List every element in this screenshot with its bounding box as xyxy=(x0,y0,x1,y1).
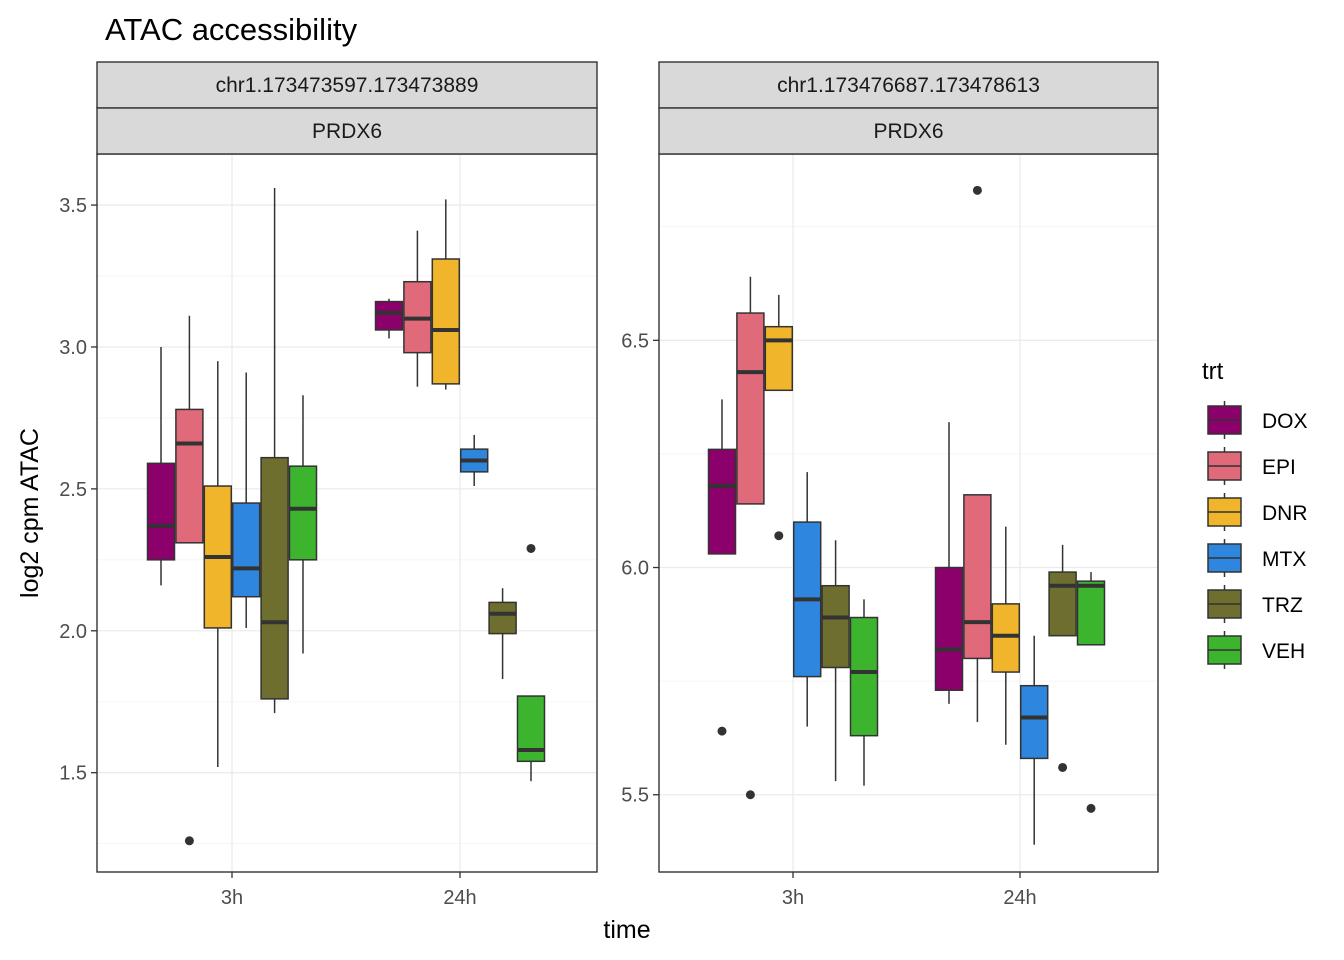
box-trz-24h xyxy=(488,588,517,680)
y-tick-label: 3.0 xyxy=(59,337,87,359)
strip-gene xyxy=(658,107,1159,155)
outlier-point xyxy=(526,543,536,553)
legend-item-veh: VEH xyxy=(1207,631,1305,669)
box-body xyxy=(288,465,318,561)
box-mtx-3h xyxy=(792,472,822,727)
outlier-point xyxy=(1058,762,1068,772)
box-body xyxy=(764,325,794,392)
box-veh-3h xyxy=(849,599,879,786)
y-tick-label: 5.5 xyxy=(621,785,649,807)
box-body xyxy=(736,312,765,505)
strip-region xyxy=(96,61,598,109)
box-dox-24h xyxy=(934,422,964,704)
legend-item-epi: EPI xyxy=(1207,447,1296,485)
box-trz-3h xyxy=(821,540,850,782)
legend-item-trz: TRZ xyxy=(1207,585,1303,623)
box-epi-24h xyxy=(963,185,992,723)
box-trz-24h xyxy=(1048,544,1077,772)
box-dox-24h xyxy=(374,298,404,339)
legend-label: VEH xyxy=(1262,640,1305,663)
box-epi-24h xyxy=(403,230,432,387)
box-body xyxy=(991,603,1021,673)
box-body xyxy=(1048,571,1077,637)
legend-label: DOX xyxy=(1262,410,1308,433)
legend-label: MTX xyxy=(1262,548,1306,571)
box-mtx-24h xyxy=(459,434,489,487)
box-veh-24h xyxy=(516,543,546,782)
strip-region-label: chr1.173476687.173478613 xyxy=(777,74,1040,97)
legend-item-dox: DOX xyxy=(1207,401,1308,439)
y-tick-label: 3.5 xyxy=(59,195,87,217)
panels-layer: chr1.173473597.173473889 PRDX6 1.5 2.0 2.5 3.… xyxy=(59,61,1159,909)
box-body xyxy=(963,494,992,660)
box-body xyxy=(849,616,879,737)
box-body xyxy=(231,502,261,598)
box-epi-3h xyxy=(736,276,765,800)
box-body xyxy=(821,584,850,669)
box-veh-3h xyxy=(288,395,318,654)
legend-label: EPI xyxy=(1262,456,1296,479)
strip-gene-label: PRDX6 xyxy=(873,120,943,143)
y-tick-label: 6.5 xyxy=(621,330,649,352)
facet-panel-2: chr1.173476687.173478613 PRDX6 5.5 6.0 6.5 3h… xyxy=(621,61,1159,909)
box-body xyxy=(175,408,204,544)
box-dnr-24h xyxy=(991,526,1021,745)
strip-gene xyxy=(96,107,598,155)
box-trz-3h xyxy=(260,188,289,714)
box-dnr-3h xyxy=(203,361,233,767)
strip-region-label: chr1.173473597.173473889 xyxy=(216,74,479,97)
box-body xyxy=(146,462,176,561)
legend-item-dnr: DNR xyxy=(1207,493,1308,531)
legend: trt DOX EPI DNR MTX TRZ VEH xyxy=(1202,358,1308,669)
outlier-point xyxy=(774,531,784,541)
box-body xyxy=(431,258,461,385)
box-body xyxy=(374,300,404,331)
legend-title: trt xyxy=(1202,358,1224,385)
x-axis-title: time xyxy=(603,916,650,944)
box-body xyxy=(1076,580,1106,646)
legend-item-mtx: MTX xyxy=(1207,539,1306,577)
box-body xyxy=(934,566,964,691)
chart-title: ATAC accessibility xyxy=(105,12,358,47)
box-epi-3h xyxy=(175,315,204,846)
box-mtx-24h xyxy=(1019,635,1049,845)
x-tick-label: 3h xyxy=(221,887,243,909)
panel-background xyxy=(659,154,1158,872)
box-body xyxy=(260,456,289,700)
y-tick-label: 1.5 xyxy=(59,763,87,785)
outlier-point xyxy=(1086,803,1096,813)
x-tick-label: 3h xyxy=(782,887,804,909)
y-tick-label: 6.0 xyxy=(621,558,649,580)
box-dnr-3h xyxy=(764,294,794,541)
box-body xyxy=(488,601,517,635)
legend-label: DNR xyxy=(1262,502,1308,525)
box-dox-3h xyxy=(707,399,737,736)
box-body xyxy=(1019,684,1049,760)
box-dox-3h xyxy=(146,346,176,586)
outlier-point xyxy=(972,185,982,195)
box-dnr-24h xyxy=(431,199,461,390)
y-axis-title: log2 cpm ATAC xyxy=(16,428,44,598)
x-tick-label: 24h xyxy=(443,887,476,909)
y-tick-label: 2.5 xyxy=(59,479,87,501)
outlier-point xyxy=(717,726,727,736)
outlier-point xyxy=(184,836,194,846)
box-mtx-3h xyxy=(231,372,261,628)
strip-gene-label: PRDX6 xyxy=(312,120,382,143)
facet-panel-1: chr1.173473597.173473889 PRDX6 1.5 2.0 2.5 3.… xyxy=(59,61,598,909)
outlier-point xyxy=(745,790,755,800)
legend-label: TRZ xyxy=(1262,594,1303,617)
box-veh-24h xyxy=(1076,572,1106,813)
x-tick-label: 24h xyxy=(1003,887,1036,909)
box-body xyxy=(707,448,737,555)
y-tick-label: 2.0 xyxy=(59,621,87,643)
